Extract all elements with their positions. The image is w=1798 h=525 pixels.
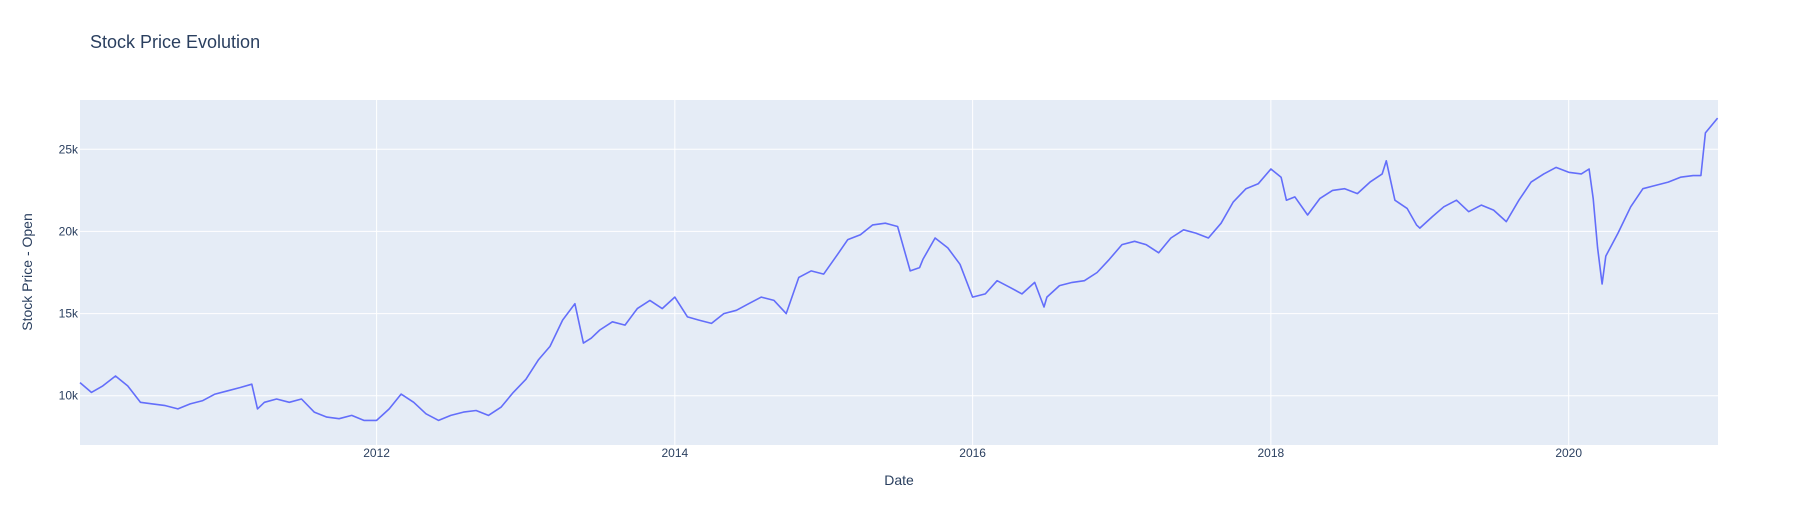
y-axis-ticks: 10k 15k 20k 25k <box>59 142 79 402</box>
x-tick-label: 2014 <box>661 446 688 460</box>
chart-title: Stock Price Evolution <box>90 32 261 52</box>
price-line[interactable] <box>79 117 1719 422</box>
y-tick-label: 15k <box>59 307 79 321</box>
y-axis-title: Stock Price - Open <box>19 213 35 331</box>
x-axis-title: Date <box>884 472 914 488</box>
x-tick-label: 2018 <box>1258 446 1285 460</box>
x-axis-ticks: 2012 2014 2016 2018 2020 <box>363 446 1582 460</box>
y-tick-label: 10k <box>59 389 79 403</box>
x-tick-label: 2020 <box>1555 446 1582 460</box>
y-tick-label: 25k <box>59 142 79 156</box>
x-tick-label: 2012 <box>363 446 390 460</box>
y-tick-label: 20k <box>59 224 79 238</box>
x-tick-label: 2016 <box>959 446 986 460</box>
plot-background <box>80 100 1718 445</box>
